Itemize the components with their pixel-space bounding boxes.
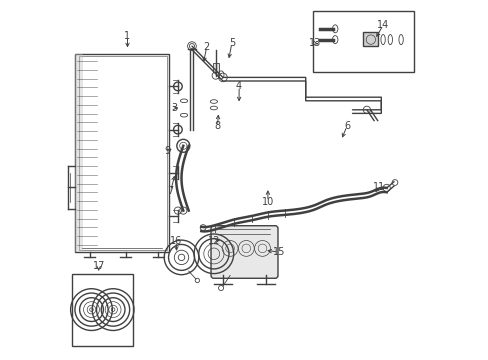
Text: 13: 13 [308, 38, 320, 48]
Bar [363, 32, 378, 46]
Text: 7: 7 [167, 186, 173, 196]
Text: 4: 4 [236, 81, 242, 91]
Bar [212, 63, 218, 72]
Text: 10: 10 [261, 197, 273, 207]
Bar [72, 274, 133, 346]
Text: 16: 16 [170, 236, 182, 246]
Text: 8: 8 [214, 121, 220, 131]
Text: 11: 11 [373, 182, 385, 192]
Text: 14: 14 [376, 20, 388, 30]
FancyBboxPatch shape [211, 226, 277, 278]
Text: 17: 17 [92, 261, 104, 271]
Text: 9: 9 [163, 146, 170, 156]
Bar [79, 56, 167, 250]
Text: 15: 15 [272, 247, 285, 257]
Text: 5: 5 [228, 38, 235, 48]
Text: 12: 12 [207, 236, 220, 246]
Text: 1: 1 [124, 31, 130, 41]
Bar [312, 11, 413, 72]
Text: 2: 2 [203, 42, 209, 52]
Bar [75, 54, 168, 252]
Bar [75, 54, 83, 252]
Text: 6: 6 [344, 121, 349, 131]
Text: 3: 3 [171, 103, 177, 113]
